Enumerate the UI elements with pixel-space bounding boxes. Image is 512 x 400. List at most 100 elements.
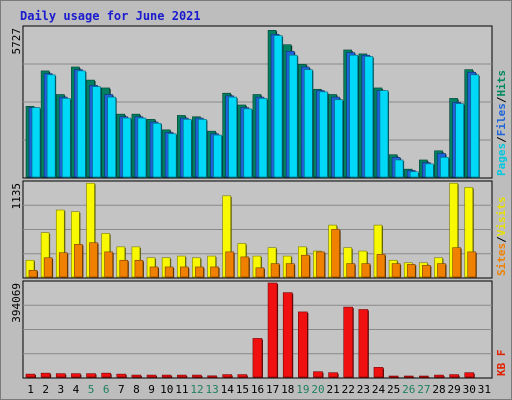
bar-sites [270,263,280,278]
bar-sites [422,264,431,278]
bar-sites [119,259,129,278]
bar-sites [225,251,234,278]
x-tick-label: 11 [175,383,188,396]
x-tick-label: 6 [103,383,110,396]
legend-item: / [495,96,508,103]
bar-kb-f [298,311,308,378]
bar-shadow [208,376,218,378]
legend-item: / [495,236,508,243]
bar-kb-f [313,371,323,378]
bar-pages [364,56,374,178]
bar-pages [31,107,41,178]
bar-kb-f [267,282,278,378]
bar-pages [319,91,328,178]
bar-sites [195,266,204,278]
bar-pages [349,54,359,178]
x-tick-label: 4 [73,383,80,396]
x-tick-label: 12 [190,383,203,396]
legend-item: Hits [495,70,508,97]
bar-sites [210,266,219,278]
x-tick-label: 3 [58,383,65,396]
bar-kb-f [403,375,414,378]
bar-sites [467,251,477,278]
x-tick-label: 24 [372,383,386,396]
x-tick-label: 17 [266,383,279,396]
bar-sites [28,270,38,278]
bar-pages [288,54,298,178]
bar-sites [452,247,461,278]
bar-pages [334,99,343,178]
bar-kb-f [358,309,369,378]
bar-kb-f [207,375,217,378]
bar-kb-f [343,306,354,378]
bar-sites [331,228,340,278]
x-tick-label: 23 [357,383,370,396]
legend-item: Sites [495,243,508,276]
x-tick-label: 2 [42,383,49,396]
bar-sites [376,254,386,278]
bar-pages [213,134,222,178]
x-tick-label: 26 [402,383,415,396]
legend-kb-f: KB F [495,350,508,377]
bar-pages [198,119,207,178]
bar-pages [107,96,116,178]
bar-pages [77,70,86,178]
bar-pages [455,103,464,178]
x-tick-label: 1 [27,383,34,396]
bar-pages [122,117,132,178]
legend-item: Pages [495,143,508,176]
bar-pages [304,69,313,178]
legend-item: Visits [495,197,508,237]
bar-sites [301,254,310,278]
bar-kb-f [176,374,187,378]
x-tick-label: 15 [236,383,249,396]
bar-kb-f [373,367,384,378]
x-tick-label: 22 [342,383,355,396]
bar-shadow [390,377,400,378]
bar-sites [164,266,174,278]
bar-shadow [420,377,430,378]
legend-pages-files-hits: Pages/Files/Hits [495,70,508,176]
ymax-label-sites-visits: 1135 [10,183,23,210]
legend-item: / [495,136,508,143]
x-tick-label: 19 [296,383,309,396]
x-tick-label: 30 [463,383,476,396]
bar-sites [179,266,189,278]
bar-pages [409,171,419,178]
legend-item: KB F [495,350,508,377]
bar-kb-f [40,372,51,378]
x-tick-label: 16 [251,383,264,396]
bar-pages [92,86,101,178]
bar-kb-f [116,373,127,378]
x-tick-label: 28 [432,383,445,396]
bar-sites [391,263,401,278]
bar-kb-f [192,374,202,378]
bar-pages [46,74,56,178]
bar-kb-f [146,374,157,378]
ymax-label-kb-f: 394069 [10,283,23,323]
bar-pages [137,117,147,178]
bar-kb-f [237,374,248,378]
bar-kb-f [434,374,444,378]
legend-sites-visits: Sites/Visits [495,197,508,277]
bar-sites [58,252,68,278]
x-tick-label: 18 [281,383,294,396]
x-tick-label: 9 [148,383,155,396]
bar-sites [134,259,144,278]
bar-sites [285,263,295,278]
x-tick-label: 31 [478,383,491,396]
bar-pages [425,163,434,178]
bar-sites [74,244,83,278]
bar-pages [440,157,449,178]
bar-sites [89,242,98,278]
bar-sites [240,256,250,278]
bar-kb-f [86,373,96,378]
bar-kb-f [328,372,338,378]
bar-pages [61,98,71,178]
bar-kb-f [71,373,81,378]
x-tick-label: 7 [118,383,125,396]
bar-sites [361,263,371,278]
bar-pages [167,133,177,178]
bar-pages [182,119,192,178]
